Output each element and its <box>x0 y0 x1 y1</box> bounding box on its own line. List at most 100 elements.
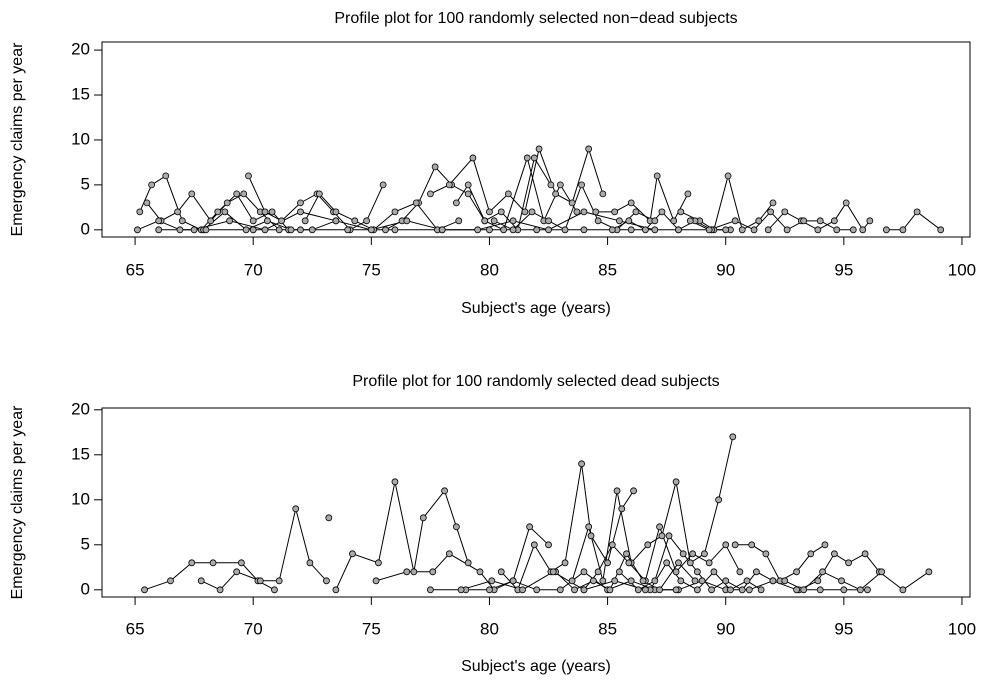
data-point <box>486 586 493 594</box>
data-point <box>155 226 163 234</box>
data-point <box>767 208 775 216</box>
data-point <box>670 217 678 225</box>
data-point <box>819 568 826 576</box>
data-point <box>653 172 661 180</box>
data-point <box>663 559 671 567</box>
data-point <box>658 532 666 540</box>
data-point <box>762 550 770 558</box>
data-point <box>176 226 184 234</box>
y-tick-label: 0 <box>81 219 90 238</box>
data-point <box>625 217 633 225</box>
data-point <box>672 478 680 486</box>
data-point <box>899 586 907 594</box>
data-point <box>278 217 285 225</box>
data-point <box>840 586 848 594</box>
data-point <box>308 226 316 234</box>
data-point <box>861 550 869 558</box>
profile-line <box>500 463 634 591</box>
data-point <box>509 217 517 225</box>
y-tick-label: 20 <box>71 40 90 59</box>
data-point <box>578 460 585 468</box>
data-point <box>431 163 439 171</box>
data-point <box>665 532 673 540</box>
data-point <box>604 559 611 567</box>
data-point <box>325 514 333 522</box>
data-point <box>585 145 593 153</box>
y-axis-label: Emergency claims per year <box>9 405 26 600</box>
data-point <box>769 577 777 585</box>
data-point <box>651 577 659 585</box>
data-point <box>207 217 215 225</box>
data-point <box>592 208 600 216</box>
data-point <box>568 577 576 585</box>
data-point <box>715 496 723 504</box>
data-point <box>783 226 791 234</box>
chart-title: Profile plot for 100 randomly selected n… <box>334 10 737 27</box>
data-point <box>486 226 493 234</box>
data-point <box>842 199 850 207</box>
data-point <box>143 199 151 207</box>
data-point <box>412 199 420 207</box>
data-point <box>587 532 595 540</box>
data-point <box>800 586 808 594</box>
data-point <box>882 226 890 234</box>
data-point <box>271 586 278 594</box>
data-point <box>547 181 555 189</box>
data-point <box>724 172 732 180</box>
data-point <box>599 577 607 585</box>
data-point <box>625 559 633 567</box>
data-point <box>519 586 526 594</box>
data-point <box>781 208 789 216</box>
data-point <box>864 586 871 594</box>
profile-line <box>375 525 549 591</box>
data-point <box>533 226 541 234</box>
data-point <box>297 226 304 234</box>
y-tick-label: 10 <box>71 489 90 508</box>
data-point <box>367 226 375 234</box>
x-tick-label: 75 <box>362 619 381 638</box>
data-point <box>528 208 536 216</box>
data-point <box>658 208 666 216</box>
data-point <box>672 568 680 576</box>
data-point <box>226 217 233 225</box>
y-tick-label: 20 <box>71 399 90 418</box>
data-point <box>578 181 585 189</box>
data-point <box>814 577 822 585</box>
data-point <box>530 541 538 549</box>
data-point <box>611 577 619 585</box>
plot-box <box>101 41 971 238</box>
x-tick-label: 80 <box>480 619 499 638</box>
data-point <box>403 568 411 576</box>
data-point <box>878 568 886 576</box>
data-point <box>445 181 453 189</box>
data-point <box>745 586 753 594</box>
data-point <box>859 226 867 234</box>
x-tick-label: 100 <box>948 619 976 638</box>
data-point <box>632 208 640 216</box>
data-point <box>641 586 649 594</box>
data-point <box>452 199 460 207</box>
data-point <box>656 586 663 594</box>
data-point <box>476 568 484 576</box>
data-point <box>580 226 588 234</box>
profile-line <box>690 211 854 231</box>
data-point <box>606 586 614 594</box>
data-point <box>729 433 737 441</box>
data-point <box>441 487 448 495</box>
data-point <box>188 559 196 567</box>
x-tick-label: 70 <box>244 619 263 638</box>
data-point <box>490 217 498 225</box>
data-point <box>568 199 576 207</box>
data-point <box>372 577 380 585</box>
x-axis-label: Subject's age (years) <box>461 658 611 675</box>
data-point <box>590 577 597 585</box>
data-point <box>641 226 649 234</box>
data-point <box>708 586 715 594</box>
data-point <box>323 577 330 585</box>
x-tick-label: 70 <box>244 260 263 279</box>
profile-line <box>595 173 689 223</box>
data-point <box>315 190 323 198</box>
data-point <box>623 550 630 558</box>
data-point <box>410 568 418 576</box>
data-point <box>705 559 713 567</box>
